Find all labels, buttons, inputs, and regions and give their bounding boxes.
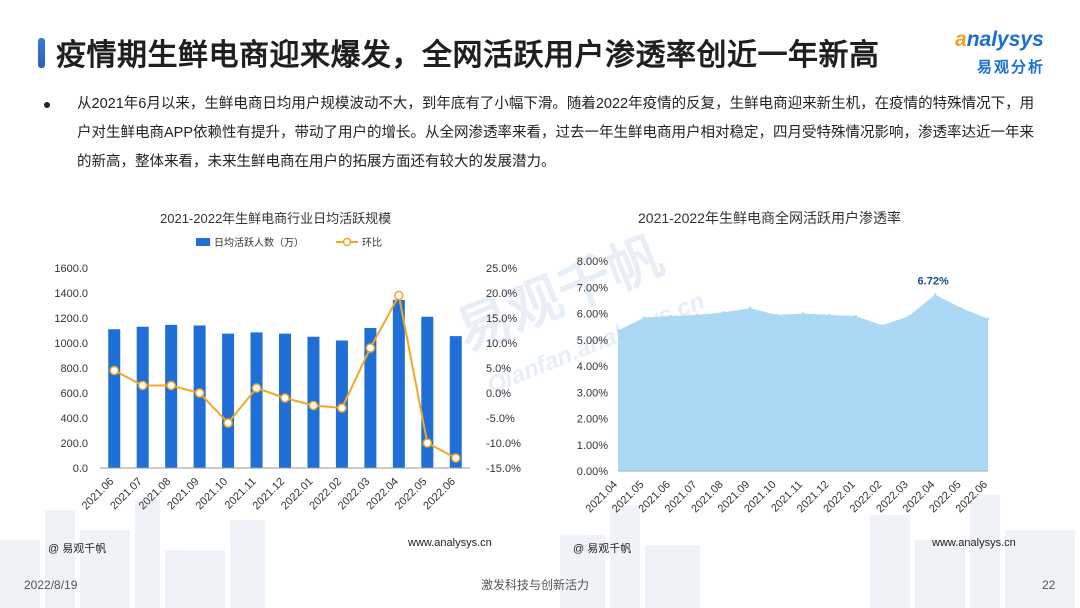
y-tick-label: 2.00%: [577, 414, 608, 426]
bar-2021.06: [108, 329, 121, 468]
logo-chinese-name: 易观分析: [977, 59, 1046, 76]
area-point-2021.10: [775, 313, 778, 317]
area-point-2021.08: [722, 310, 725, 314]
bar-2022.04: [392, 299, 405, 468]
bar-2021.08: [165, 324, 178, 468]
growth-point-2022.05: [422, 438, 433, 448]
area-point-2021.05: [643, 316, 646, 319]
growth-point-2021.06: [109, 365, 119, 376]
legend-line-marker: [342, 237, 352, 247]
legend-bar-label: 日均活跃人数（万）: [214, 236, 304, 249]
legend-line-label: 环比: [362, 237, 382, 249]
y-left-tick-label: 0.0: [73, 463, 88, 475]
bar-2021.11: [250, 332, 263, 468]
y-left-tick-label: 1400.0: [54, 288, 88, 300]
area-point-2021.07: [696, 313, 699, 317]
analysys-logo: analysys 易观分析: [955, 28, 1065, 78]
growth-point-2021.07: [137, 380, 148, 391]
x-tick-label: 2022.06: [421, 476, 458, 513]
x-tick-label: 2021.10: [194, 476, 231, 513]
bullet-dot: [44, 102, 50, 108]
y-left-tick-label: 600.0: [60, 388, 88, 400]
y-left-tick-label: 200.0: [60, 438, 88, 450]
area-point-2022.03: [907, 314, 910, 318]
legend-bar-swatch: [196, 238, 210, 246]
y-left-tick-label: 400.0: [60, 413, 88, 425]
area-point-2021.06: [669, 314, 673, 318]
area-chart-source: @ 易观千帆: [573, 543, 632, 555]
y-right-tick-label: 20.0%: [486, 288, 517, 300]
area-point-2021.12: [828, 313, 831, 317]
area-point-2022.05: [960, 307, 963, 310]
y-right-tick-label: 10.0%: [486, 338, 517, 350]
growth-point-2021.09: [194, 388, 205, 398]
growth-point-2022.02: [337, 403, 347, 413]
growth-point-2022.01: [308, 400, 319, 411]
penetration-area: [618, 294, 988, 471]
area-chart-site: www.analysys.cn: [932, 537, 1016, 549]
peak-annotation: 6.72%: [918, 276, 949, 288]
growth-point-2021.10: [223, 418, 233, 428]
growth-point-2022.03: [365, 343, 376, 353]
area-chart: 8.00% 7.00% 6.00% 5.00% 4.00% 3.00% 2.00% 1.00%…: [577, 256, 990, 515]
y-right-tick-label: 5.0%: [486, 363, 511, 375]
summary-paragraph: 从2021年6月以来，生鲜电商日均用户规模波动不大，到年底有了小幅下滑。随着20…: [77, 96, 1035, 170]
growth-point-2022.04: [394, 290, 404, 301]
y-tick-label: 0.00%: [577, 466, 608, 478]
area-point-2022.06: [986, 317, 990, 320]
bar-2022.03: [364, 328, 377, 468]
page-number: 22: [1042, 578, 1056, 592]
area-point-2022.01: [854, 314, 858, 318]
y-tick-label: 1.00%: [577, 440, 608, 452]
area-point-2021.04: [616, 329, 620, 332]
page-title: 疫情期生鲜电商迎来爆发，全网活跃用户渗透率创近一年新高: [56, 39, 880, 72]
footer-date: 2022/8/19: [24, 578, 78, 592]
y-left-tick-label: 1200.0: [54, 313, 88, 325]
area-point-2021.09: [748, 307, 752, 310]
growth-point-2021.12: [280, 393, 290, 403]
y-right-tick-label: -10.0%: [486, 438, 521, 450]
footer-slogan: 激发科技与创新活力: [481, 578, 590, 592]
title-accent-bar: [38, 38, 45, 68]
y-right-tick-label: 15.0%: [486, 313, 517, 325]
bar-chart-title: 2021-2022年生鲜电商行业日均活跃规模: [160, 211, 392, 226]
y-left-tick-label: 1000.0: [54, 338, 88, 350]
y-right-tick-label: -15.0%: [486, 463, 521, 475]
growth-point-2022.06: [451, 453, 461, 463]
growth-point-2021.08: [166, 380, 176, 391]
logo-wordmark: analysys: [955, 28, 1044, 51]
area-point-2022.02: [881, 324, 884, 327]
bar-line-chart: 日均活跃人数（万） 环比 1600.0 1400.0 1200.0 1000.0 800.0…: [54, 236, 521, 513]
area-point-2021.11: [801, 312, 805, 315]
y-right-tick-label: 0.0%: [486, 388, 511, 400]
y-tick-label: 8.00%: [577, 256, 608, 268]
area-point-2022.04: [933, 293, 937, 296]
growth-point-2021.11: [251, 383, 262, 393]
bar-2022.06: [449, 336, 462, 468]
y-left-tick-label: 1600.0: [54, 263, 88, 275]
y-tick-label: 3.00%: [577, 387, 608, 399]
bar-2021.10: [222, 333, 235, 468]
bar-chart-source: @ 易观千帆: [48, 543, 107, 555]
y-tick-label: 4.00%: [577, 361, 608, 373]
y-left-tick-label: 800.0: [60, 363, 88, 375]
y-tick-label: 7.00%: [577, 282, 608, 294]
bar-2021.07: [136, 326, 149, 468]
y-right-tick-label: -5.0%: [486, 413, 515, 425]
y-tick-label: 6.00%: [577, 309, 608, 321]
y-tick-label: 5.00%: [577, 335, 608, 347]
bar-chart-site: www.analysys.cn: [408, 537, 492, 549]
area-chart-title: 2021-2022年生鲜电商全网活跃用户渗透率: [638, 210, 901, 226]
city-skyline-background: [0, 495, 1075, 608]
y-right-tick-label: 25.0%: [486, 263, 517, 275]
